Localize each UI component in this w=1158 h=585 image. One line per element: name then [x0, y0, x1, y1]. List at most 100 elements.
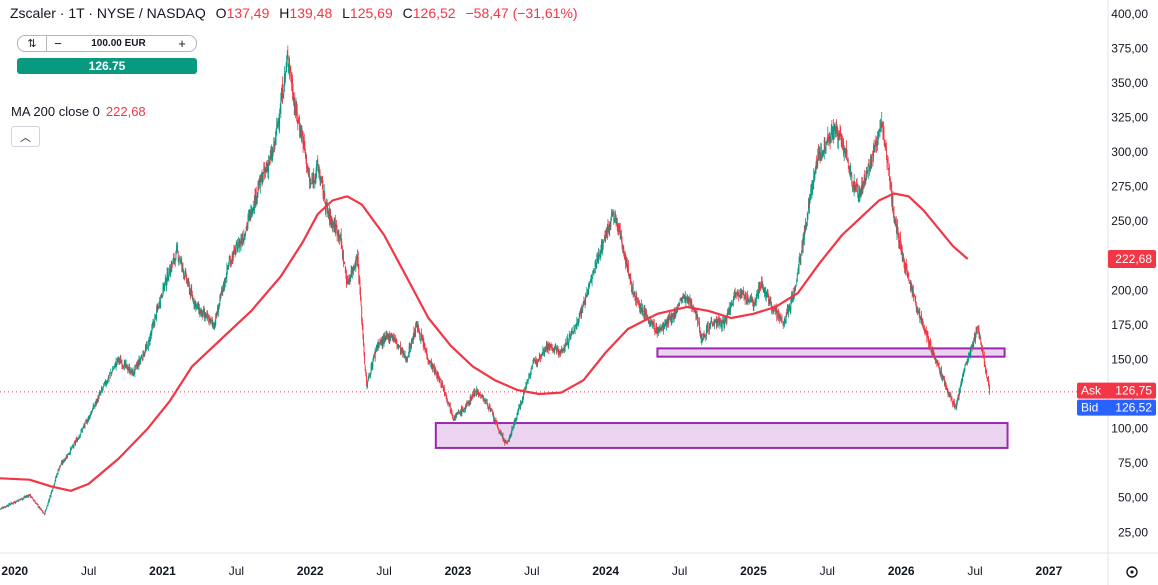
- low-value: 125,69: [349, 5, 393, 21]
- candle-body: [655, 326, 657, 333]
- candle-body: [137, 362, 139, 366]
- candle-body: [369, 375, 371, 377]
- candle-body: [242, 238, 244, 243]
- candle-body: [866, 173, 868, 175]
- candle-body: [52, 488, 54, 491]
- ask-tag: [1077, 382, 1156, 399]
- candle-body: [753, 303, 755, 307]
- candle-body: [759, 284, 761, 292]
- buy-price-button[interactable]: 126.75: [17, 58, 197, 74]
- candle-body: [534, 360, 536, 361]
- increase-button[interactable]: +: [178, 36, 186, 51]
- candle-body: [397, 344, 398, 346]
- candle-body: [930, 344, 932, 352]
- candle-body: [656, 331, 658, 334]
- candle-body: [626, 261, 628, 270]
- candle-body: [802, 235, 804, 250]
- candle-body: [125, 363, 127, 367]
- candle-body: [675, 311, 677, 314]
- candle-body: [228, 260, 230, 264]
- candle-body: [596, 258, 598, 260]
- candle-body: [259, 178, 261, 186]
- candle-body: [948, 393, 950, 395]
- candle-body: [79, 433, 81, 437]
- candle-body: [146, 344, 147, 349]
- swap-icon[interactable]: ⇅: [18, 36, 47, 51]
- candle-body: [766, 292, 768, 294]
- high-value: 139,48: [289, 5, 333, 21]
- candle-body: [730, 304, 732, 306]
- candle-body: [88, 415, 90, 418]
- candle-body: [913, 295, 915, 297]
- candle-body: [789, 308, 791, 311]
- candle-body: [877, 133, 879, 140]
- candle-body: [235, 250, 237, 254]
- candle-body: [457, 412, 459, 414]
- candle-body: [764, 289, 766, 291]
- candle-body: [286, 60, 288, 65]
- candle-body: [572, 331, 574, 333]
- candle-body: [105, 383, 107, 386]
- candle-body: [171, 262, 173, 271]
- indicator-legend[interactable]: MA 200 close 0 222,68: [11, 104, 146, 119]
- candle-body: [519, 406, 521, 407]
- candle-body: [938, 365, 940, 369]
- candle-body: [170, 265, 172, 270]
- decrease-button[interactable]: −: [54, 36, 62, 51]
- candle-body: [356, 257, 357, 259]
- candle-body: [265, 168, 267, 172]
- candle-body: [177, 247, 179, 251]
- candle-body: [579, 315, 581, 317]
- candle-body: [498, 430, 500, 433]
- candle-body: [929, 343, 931, 347]
- candle-body: [120, 362, 122, 364]
- candle-body: [16, 500, 18, 502]
- candle-body: [585, 295, 587, 298]
- candle-body: [859, 190, 860, 196]
- candle-body: [99, 392, 101, 395]
- candle-body: [189, 290, 191, 294]
- candle-body: [530, 368, 532, 372]
- candle-body: [13, 501, 15, 503]
- candle-body: [933, 353, 935, 355]
- candle-body: [3, 507, 5, 508]
- candle-body: [306, 165, 308, 171]
- candle-body: [210, 318, 211, 323]
- candle-body: [545, 347, 547, 350]
- candle-body: [183, 269, 184, 276]
- candle-body: [287, 55, 289, 62]
- candle-body: [686, 297, 687, 301]
- candle-body: [709, 323, 711, 327]
- candle-body: [496, 421, 497, 424]
- candle-body: [752, 302, 754, 307]
- candle-body: [497, 425, 499, 428]
- candle-body: [823, 139, 825, 154]
- candle-body: [262, 172, 264, 180]
- candle-body: [115, 363, 116, 368]
- candle-body: [101, 389, 103, 391]
- candle-body: [877, 137, 879, 146]
- candle-body: [640, 302, 642, 308]
- candle-body: [323, 190, 325, 198]
- quantity-input[interactable]: 100.00 EUR: [91, 38, 146, 49]
- candle-body: [554, 346, 555, 351]
- candle-body: [190, 288, 191, 296]
- candle-body: [603, 239, 605, 242]
- candle-body: [318, 171, 320, 174]
- candle-body: [490, 409, 492, 411]
- candle-body: [293, 96, 295, 106]
- candle-body: [688, 298, 690, 303]
- candle-body: [968, 355, 969, 359]
- candle-body: [971, 346, 973, 350]
- gear-icon[interactable]: [1126, 566, 1138, 578]
- candle-body: [445, 393, 446, 395]
- candle-body: [600, 249, 602, 255]
- candle-body: [49, 495, 51, 500]
- candle-body: [745, 292, 747, 299]
- candle-body: [987, 377, 989, 379]
- chevron-up-icon[interactable]: ︿: [11, 126, 40, 147]
- candle-body: [739, 295, 741, 297]
- candle-body: [662, 325, 664, 330]
- candle-body: [521, 399, 523, 402]
